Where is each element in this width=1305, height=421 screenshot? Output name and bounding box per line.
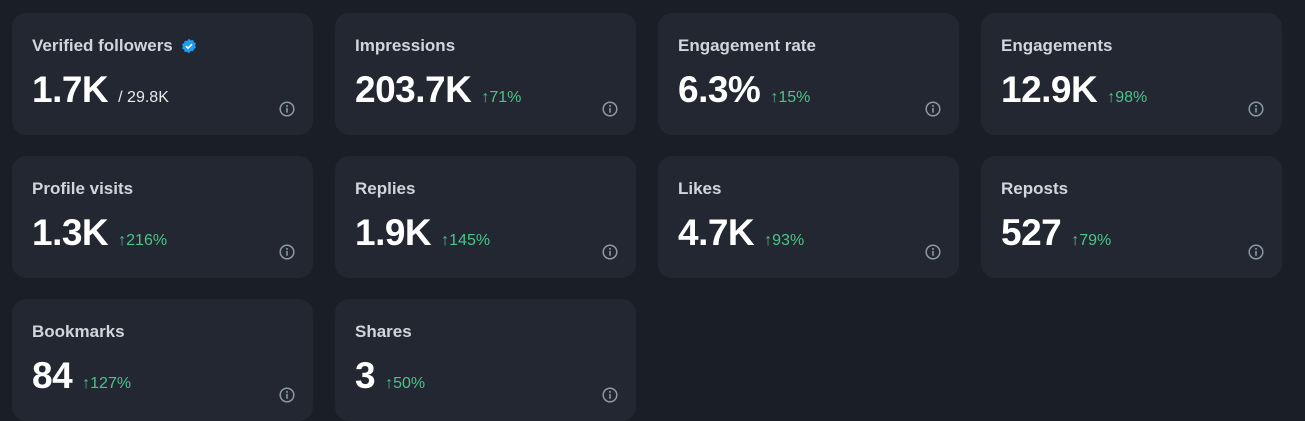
- info-icon[interactable]: [602, 387, 618, 403]
- metric-title: Engagement rate: [678, 36, 816, 55]
- metric-change: ↑93%: [764, 232, 804, 250]
- metric-title: Replies: [355, 179, 416, 198]
- metric-change: ↑71%: [481, 89, 521, 107]
- info-icon[interactable]: [1248, 101, 1264, 117]
- metric-change-value: 145%: [449, 232, 491, 249]
- arrow-up-icon: ↑: [481, 89, 490, 106]
- info-icon[interactable]: [602, 101, 618, 117]
- metric-title: Engagements: [1001, 36, 1113, 55]
- metric-change: ↑79%: [1071, 232, 1111, 250]
- metric-change-value: 15%: [778, 89, 811, 106]
- metric-change-value: 79%: [1079, 232, 1112, 249]
- metric-value: 84: [32, 355, 73, 396]
- metric-title: Verified followers: [32, 36, 173, 55]
- metric-card-reposts: Reposts 527 ↑79%: [981, 156, 1282, 278]
- arrow-up-icon: ↑: [1071, 232, 1080, 249]
- metric-value: 1.7K: [32, 69, 109, 110]
- metric-change: ↑15%: [770, 89, 810, 107]
- metric-card-impressions: Impressions 203.7K ↑71%: [335, 13, 636, 135]
- metric-change: ↑145%: [441, 232, 490, 250]
- metric-card-likes: Likes 4.7K ↑93%: [658, 156, 959, 278]
- verified-badge-icon: [181, 38, 196, 54]
- metric-card-verified-followers: Verified followers 1.7K / 29.8K: [12, 13, 313, 135]
- info-icon[interactable]: [925, 101, 941, 117]
- metric-title: Likes: [678, 179, 722, 198]
- metric-value: 6.3%: [678, 69, 761, 110]
- metric-card-replies: Replies 1.9K ↑145%: [335, 156, 636, 278]
- metric-title: Reposts: [1001, 179, 1069, 198]
- metric-value: 4.7K: [678, 212, 755, 253]
- info-icon[interactable]: [925, 244, 941, 260]
- arrow-up-icon: ↑: [82, 375, 91, 392]
- metric-change: ↑127%: [82, 375, 131, 393]
- metric-card-engagement-rate: Engagement rate 6.3% ↑15%: [658, 13, 959, 135]
- info-icon[interactable]: [602, 244, 618, 260]
- arrow-up-icon: ↑: [1107, 89, 1116, 106]
- metric-change-value: 98%: [1115, 89, 1148, 106]
- metrics-grid: Verified followers 1.7K / 29.8K Impressi…: [12, 13, 1282, 421]
- metric-change: ↑216%: [118, 232, 167, 250]
- info-icon[interactable]: [279, 101, 295, 117]
- metric-value: 1.3K: [32, 212, 109, 253]
- arrow-up-icon: ↑: [770, 89, 779, 106]
- metric-change-value: 127%: [90, 375, 132, 392]
- metric-card-bookmarks: Bookmarks 84 ↑127%: [12, 299, 313, 421]
- info-icon[interactable]: [279, 387, 295, 403]
- metric-card-engagements: Engagements 12.9K ↑98%: [981, 13, 1282, 135]
- arrow-up-icon: ↑: [764, 232, 773, 249]
- metric-card-shares: Shares 3 ↑50%: [335, 299, 636, 421]
- metric-change-value: 216%: [126, 232, 168, 249]
- metric-change-value: 71%: [489, 89, 522, 106]
- metric-value: 12.9K: [1001, 69, 1098, 110]
- metric-value: 203.7K: [355, 69, 472, 110]
- metric-title: Impressions: [355, 36, 456, 55]
- metric-title: Bookmarks: [32, 322, 125, 341]
- metric-total: / 29.8K: [118, 89, 169, 106]
- metric-change-value: 93%: [772, 232, 805, 249]
- metric-change-value: 50%: [393, 375, 426, 392]
- metric-value: 3: [355, 355, 376, 396]
- info-icon[interactable]: [1248, 244, 1264, 260]
- metric-change: ↑98%: [1107, 89, 1147, 107]
- metric-change: ↑50%: [385, 375, 425, 393]
- metric-value: 1.9K: [355, 212, 432, 253]
- metric-card-profile-visits: Profile visits 1.3K ↑216%: [12, 156, 313, 278]
- metric-title: Profile visits: [32, 179, 134, 198]
- arrow-up-icon: ↑: [118, 232, 127, 249]
- metric-title: Shares: [355, 322, 412, 341]
- info-icon[interactable]: [279, 244, 295, 260]
- metric-value: 527: [1001, 212, 1062, 253]
- arrow-up-icon: ↑: [385, 375, 394, 392]
- arrow-up-icon: ↑: [441, 232, 450, 249]
